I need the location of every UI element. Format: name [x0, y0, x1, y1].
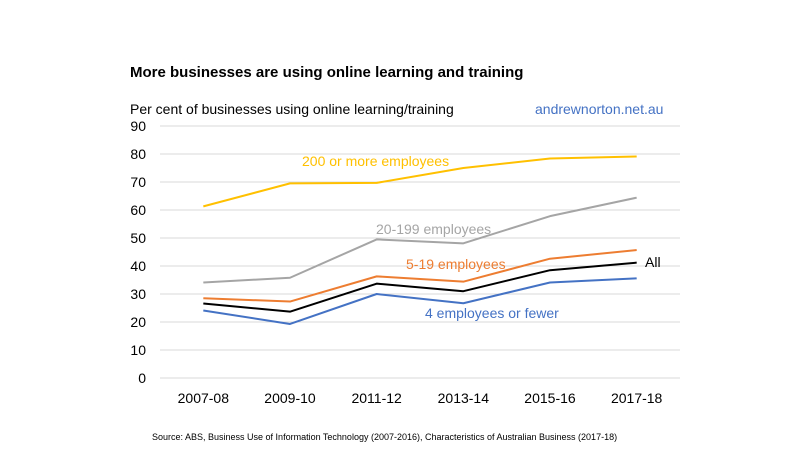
series-label: All [645, 254, 661, 270]
series-label: 4 employees or fewer [425, 305, 559, 321]
x-tick-label: 2017-18 [611, 390, 663, 406]
y-tick-label: 80 [130, 146, 146, 162]
chart-title: More businesses are using online learnin… [130, 64, 524, 81]
series-line [203, 277, 637, 325]
y-tick-label: 10 [130, 342, 146, 358]
series-line [203, 261, 637, 313]
y-tick-label: 40 [130, 258, 146, 274]
source-note: Source: ABS, Business Use of Information… [152, 432, 618, 442]
x-tick-label: 2007-08 [178, 390, 230, 406]
y-tick-label: 70 [130, 174, 146, 190]
x-tick-label: 2015-16 [524, 390, 576, 406]
y-tick-label: 20 [130, 314, 146, 330]
series-line [203, 196, 637, 284]
y-tick-label: 90 [130, 118, 146, 134]
series-label: 5-19 employees [406, 256, 506, 272]
series-line [203, 155, 637, 208]
x-tick-label: 2013-14 [438, 390, 490, 406]
y-axis-label: Per cent of businesses using online lear… [130, 101, 454, 117]
x-tick-label: 2011-12 [351, 390, 402, 406]
site-annotation: andrewnorton.net.au [535, 101, 664, 117]
y-tick-label: 0 [138, 370, 146, 386]
y-tick-label: 30 [130, 286, 146, 302]
series-label: 20-199 employees [376, 221, 491, 237]
x-tick-label: 2009-10 [264, 390, 316, 406]
y-tick-label: 60 [130, 202, 146, 218]
series-label: 200 or more employees [302, 153, 449, 169]
series-line [203, 249, 637, 303]
y-tick-label: 50 [130, 230, 146, 246]
